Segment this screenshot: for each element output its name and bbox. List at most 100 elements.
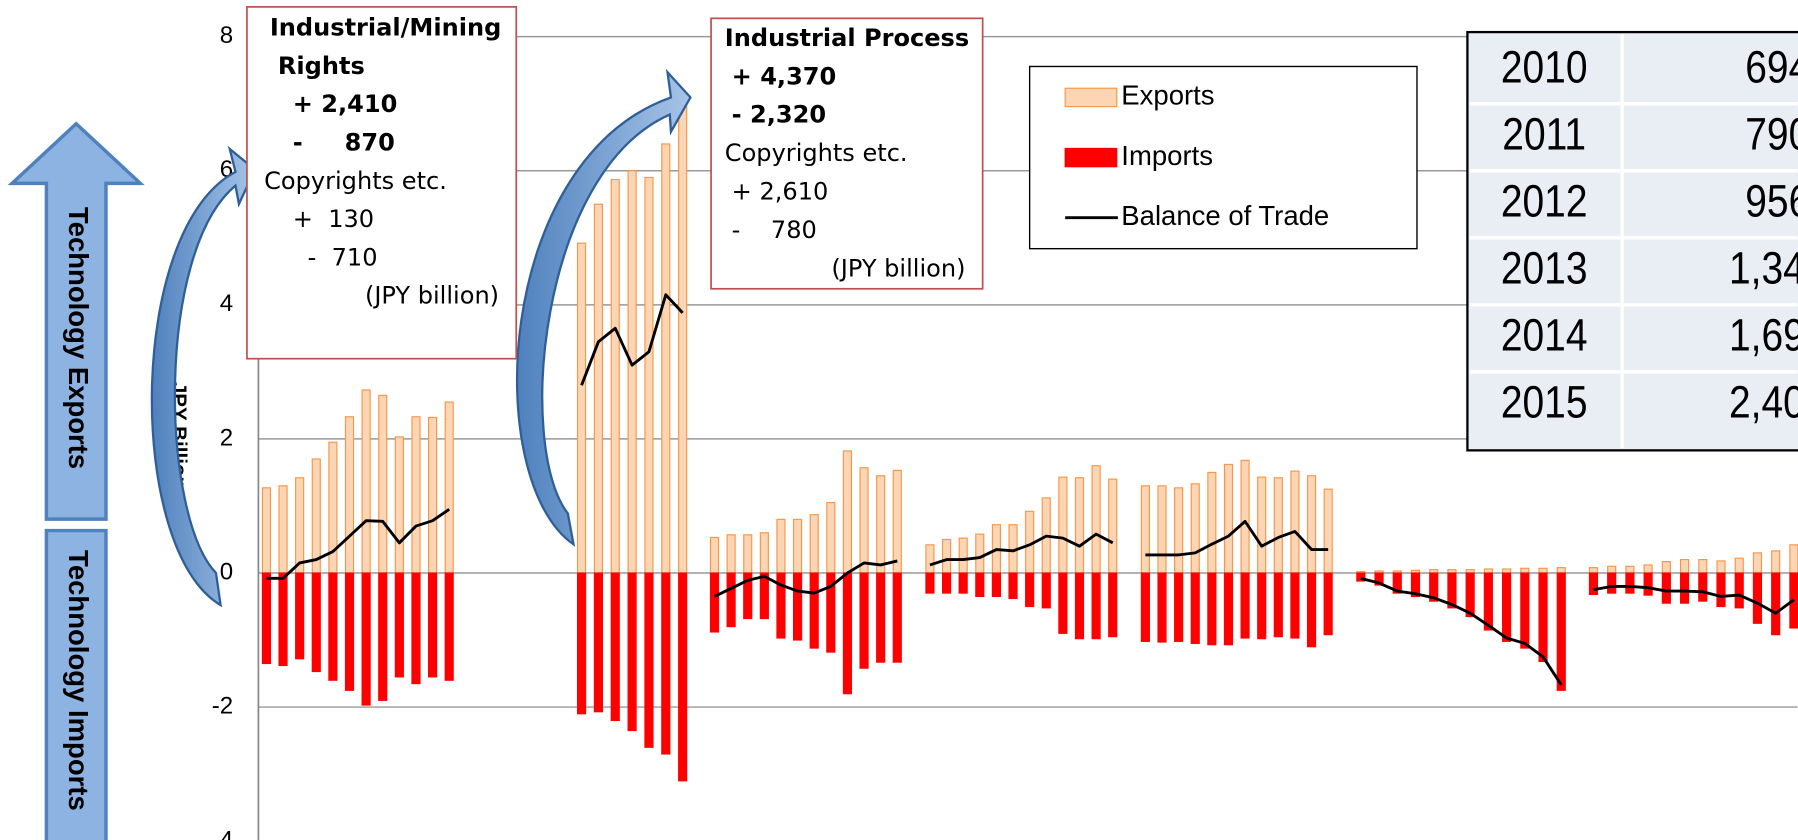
annotation-text: Industrial/Mining: [270, 14, 501, 42]
export-bar: [679, 104, 687, 573]
annotation-text: (JPY billion): [365, 282, 499, 310]
export-bar: [827, 503, 835, 573]
export-bar: [777, 519, 785, 573]
export-bar: [379, 395, 387, 573]
import-bar: [1699, 573, 1707, 601]
import-bar: [296, 573, 304, 659]
export-bar: [1308, 476, 1316, 573]
export-bar: [1191, 484, 1199, 573]
import-bar: [1308, 573, 1316, 647]
import-bar: [1291, 573, 1299, 638]
export-bar: [1158, 486, 1166, 573]
import-bar: [578, 573, 586, 714]
import-bar: [1009, 573, 1017, 598]
export-bar: [710, 537, 718, 573]
import-bar: [1589, 573, 1597, 594]
table-cell: 694.4: [1745, 41, 1798, 93]
export-bar: [628, 171, 636, 573]
annotation-text: Industrial Process: [725, 24, 969, 52]
import-bar: [1059, 573, 1067, 633]
import-bar: [1626, 573, 1634, 593]
import-bar: [395, 573, 403, 677]
legend-label: Imports: [1121, 140, 1213, 171]
import-bar: [926, 573, 934, 593]
import-bar: [760, 573, 768, 619]
import-bar: [893, 573, 901, 662]
table-cell: 2012: [1501, 175, 1588, 227]
y-tick-label: -4: [212, 827, 233, 840]
table-cell: 2013: [1501, 242, 1588, 294]
legend-swatch: [1065, 148, 1117, 166]
table-cell: 1,342.2: [1729, 242, 1798, 294]
export-bar: [312, 459, 320, 573]
import-bar: [1092, 573, 1100, 639]
import-bar: [710, 573, 718, 632]
import-bar: [1075, 573, 1083, 639]
export-bar: [976, 534, 984, 573]
export-bar: [860, 468, 868, 573]
import-bar: [445, 573, 453, 680]
export-bar: [1224, 464, 1232, 573]
import-bar: [1735, 573, 1743, 608]
import-bar: [645, 573, 653, 747]
export-bar: [1521, 568, 1529, 573]
export-bar: [727, 535, 735, 573]
export-bar: [395, 437, 403, 573]
import-bar: [312, 573, 320, 672]
import-bar: [1681, 573, 1689, 603]
import-bar: [1772, 573, 1780, 635]
import-bar: [1644, 573, 1652, 595]
export-bar: [760, 533, 768, 573]
import-bar: [1109, 573, 1117, 637]
annotation-text: (JPY billion): [831, 254, 965, 282]
import-bar: [1539, 573, 1547, 661]
import-bar: [1324, 573, 1332, 635]
import-bar: [1466, 573, 1474, 617]
import-bar: [1191, 573, 1199, 643]
import-bar: [1241, 573, 1249, 638]
import-bar: [628, 573, 636, 731]
import-bar: [1274, 573, 1282, 637]
balance-line: [1145, 521, 1328, 555]
export-bar: [794, 519, 802, 573]
import-bar: [429, 573, 437, 677]
export-bar: [611, 179, 619, 573]
table-cell: 2014: [1501, 310, 1588, 362]
annotation-text: - 2,320: [732, 101, 826, 129]
import-bar: [345, 573, 353, 690]
import-bar: [1608, 573, 1616, 593]
export-bar: [959, 538, 967, 573]
import-bar: [1026, 573, 1034, 607]
export-bar: [578, 243, 586, 573]
export-bar: [1717, 561, 1725, 573]
import-bar: [1158, 573, 1166, 642]
export-bar: [412, 417, 420, 573]
export-bar: [279, 486, 287, 573]
export-bar: [662, 144, 670, 573]
import-bar: [727, 573, 735, 627]
export-bar: [810, 515, 818, 573]
import-bar: [843, 573, 851, 694]
import-bar: [1042, 573, 1050, 608]
export-bar: [1626, 566, 1634, 573]
export-bar: [1092, 466, 1100, 573]
export-bar: [1735, 558, 1743, 573]
table-cell: 2015: [1501, 377, 1588, 429]
export-bar: [262, 488, 270, 573]
side-label: Technology Exports: [63, 207, 94, 469]
export-bar: [1644, 565, 1652, 573]
export-bar: [1258, 477, 1266, 573]
import-bar: [412, 573, 420, 684]
y-tick-label: 8: [220, 22, 233, 49]
import-bar: [1224, 573, 1232, 645]
annotation-text: Copyrights etc.: [725, 139, 908, 167]
export-bar: [1681, 560, 1689, 573]
export-bar: [1274, 478, 1282, 573]
export-bar: [1324, 489, 1332, 573]
import-bar: [860, 573, 868, 668]
legend-swatch: [1065, 88, 1117, 106]
annotation-text: + 4,370: [732, 62, 837, 90]
import-bar: [611, 573, 619, 720]
table-cell: 2010: [1501, 41, 1588, 93]
annotation-text: + 130: [293, 205, 374, 233]
